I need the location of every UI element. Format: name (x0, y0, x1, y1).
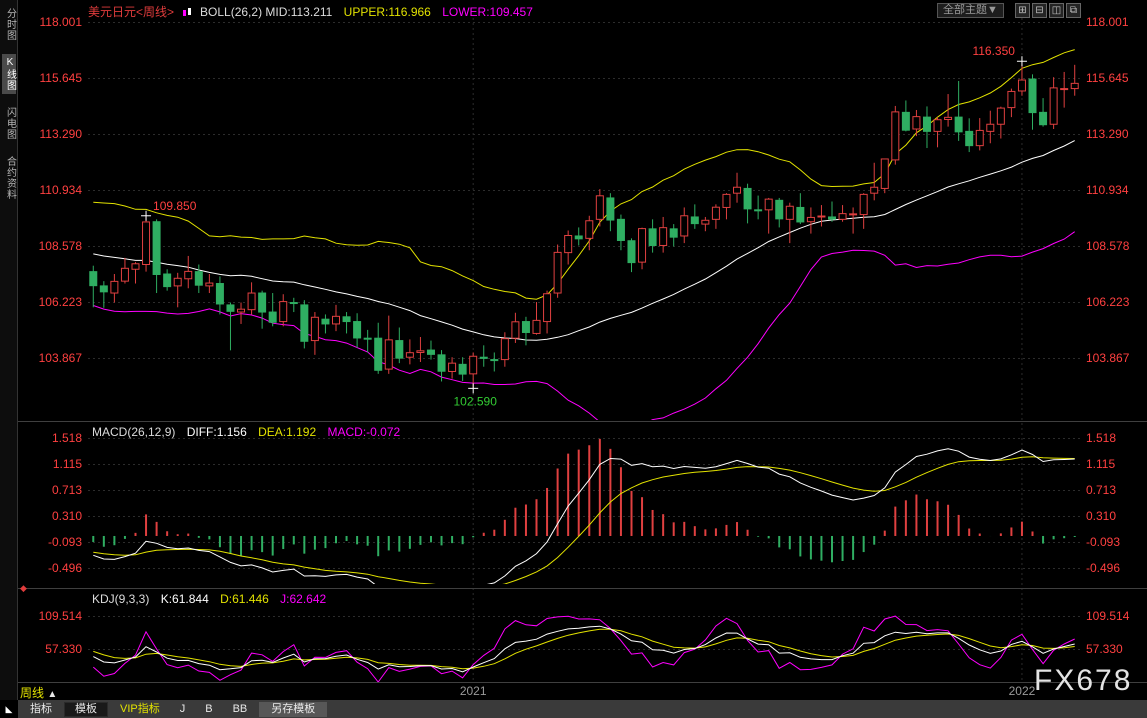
price-axis-label: 113.290 (39, 127, 83, 141)
price-axis-label: 110.934 (1086, 183, 1129, 197)
price-axis-label: 113.290 (1086, 127, 1129, 141)
price-axis-label: 106.223 (1086, 295, 1130, 309)
price-axis-label: 108.578 (1086, 239, 1130, 253)
price-axis-label: 118.001 (39, 15, 83, 29)
price-axis-label: 109.514 (38, 609, 82, 623)
macd-name: MACD(26,12,9) (92, 425, 176, 439)
boll-upper-value: UPPER:116.966 (343, 5, 431, 19)
macd-dea-value: DEA:1.192 (258, 425, 317, 439)
price-axis-label: -0.093 (1086, 535, 1121, 549)
price-axis-label: -0.496 (47, 561, 82, 575)
symbol-title: 美元日元<周线> (88, 5, 175, 19)
fx678-watermark: FX678 (1034, 664, 1133, 697)
price-axis-label: 57.330 (45, 642, 82, 656)
tab-save-template[interactable]: 另存模板 (259, 701, 328, 717)
kdj-name: KDJ(9,3,3) (92, 592, 150, 606)
price-axis-label: 0.713 (1086, 483, 1117, 497)
all-themes-button[interactable]: 全部主题▼ (937, 3, 1004, 18)
d-line (93, 628, 1075, 670)
tab-indicators[interactable]: 指标 (30, 702, 52, 715)
boll-indicator-icon (182, 6, 192, 20)
price-axis-label: -0.093 (47, 535, 82, 549)
grid-layout-icon[interactable]: ⊞ (1015, 3, 1030, 18)
timeframe-arrow-icon: ▲ (47, 689, 58, 700)
x-axis-year-label: 2022 (1009, 684, 1036, 698)
diff-line (93, 448, 1075, 584)
macd-diff-value: DIFF:1.156 (186, 425, 247, 439)
price-axis-label: 108.578 (38, 239, 82, 253)
kdj-j-value: J:62.642 (280, 592, 327, 606)
macd-header: MACD(26,12,9) DIFF:1.156 DEA:1.192 MACD:… (92, 425, 408, 439)
price-axis-label: 109.514 (1086, 609, 1130, 623)
kdj-k-value: K:61.844 (160, 592, 209, 606)
kdj-header: KDJ(9,3,3) K:61.844 D:61.446 J:62.642 (92, 592, 334, 606)
price-axis-label: 1.518 (1086, 431, 1117, 445)
sidebar-item-contract-info[interactable]: 合约资料 (4, 156, 16, 200)
macd-histogram-layer (92, 438, 1076, 563)
price-axis-label: 1.115 (1086, 457, 1116, 471)
price-axis-label: 103.867 (1086, 351, 1130, 365)
sidebar-item-kline[interactable]: K线图 (1, 54, 16, 94)
boll-upper-line (93, 49, 1075, 300)
boll-lower-value: LOWER:109.457 (442, 5, 533, 19)
timeframe-button[interactable]: 周线 ▲ (20, 684, 57, 701)
boll-lower-line (93, 231, 1075, 420)
price-axis-label: -0.496 (1086, 561, 1121, 575)
tab-bb[interactable]: BB (232, 702, 248, 715)
price-axis-label: 1.518 (51, 431, 82, 445)
price-axis-label: 0.310 (51, 509, 82, 523)
bottom-tab-bar: ◣ 指标 模板 VIP指标 J B BB 另存模板 (0, 700, 1147, 718)
price-axis-label: 0.713 (51, 483, 82, 497)
popout-chart-icon[interactable]: ⧉ (1066, 3, 1081, 18)
sidebar-item-lightning[interactable]: 闪电图 (4, 107, 16, 140)
sidebar-item-timeshare[interactable]: 分时图 (4, 8, 16, 41)
grid-layer (18, 18, 1147, 683)
kdj-d-value: D:61.446 (220, 592, 269, 606)
price-axis-label: 106.223 (38, 295, 82, 309)
price-annotation: 109.850 (153, 199, 197, 213)
price-axis-label: 118.001 (1086, 15, 1129, 29)
price-axis-label: 110.934 (39, 183, 83, 197)
boll-mid-line (93, 140, 1075, 341)
timeframe-label: 周线 (20, 686, 45, 700)
chart-window-icon[interactable]: ◫ (1049, 3, 1064, 18)
panel-collapse-icon[interactable]: ◆ (20, 583, 27, 593)
boll-mid-value: BOLL(26,2) MID:113.211 (200, 5, 333, 19)
price-annotation: 116.350 (972, 44, 1015, 58)
tab-b[interactable]: B (205, 702, 213, 715)
price-axis-label: 57.330 (1086, 642, 1123, 656)
price-axis-label: 115.645 (39, 71, 83, 85)
j-line (92, 615, 1075, 682)
price-axis-label: 103.867 (38, 351, 82, 365)
left-sidebar: 分时图 K线图 闪电图 合约资料 (0, 0, 18, 718)
price-axis-label: 1.115 (52, 457, 82, 471)
tab-vip-indicators[interactable]: VIP指标 (120, 702, 160, 715)
tile-layout-icon[interactable]: ⊟ (1032, 3, 1047, 18)
k-line (93, 625, 1075, 673)
candles-layer (89, 61, 1079, 389)
x-axis-year-label: 2021 (460, 684, 487, 698)
price-axis-label: 115.645 (1086, 71, 1129, 85)
tab-j[interactable]: J (179, 702, 186, 715)
expand-panel-icon[interactable]: ◣ (0, 700, 18, 718)
tab-templates[interactable]: 模板 (64, 701, 108, 717)
main-chart-header: 美元日元<周线> BOLL(26,2) MID:113.211 UPPER:116… (88, 3, 541, 20)
macd-hist-value: MACD:-0.072 (327, 425, 401, 439)
price-axis-label: 0.310 (1086, 509, 1117, 523)
dea-line (93, 456, 1075, 584)
price-annotation: 102.590 (453, 394, 497, 408)
